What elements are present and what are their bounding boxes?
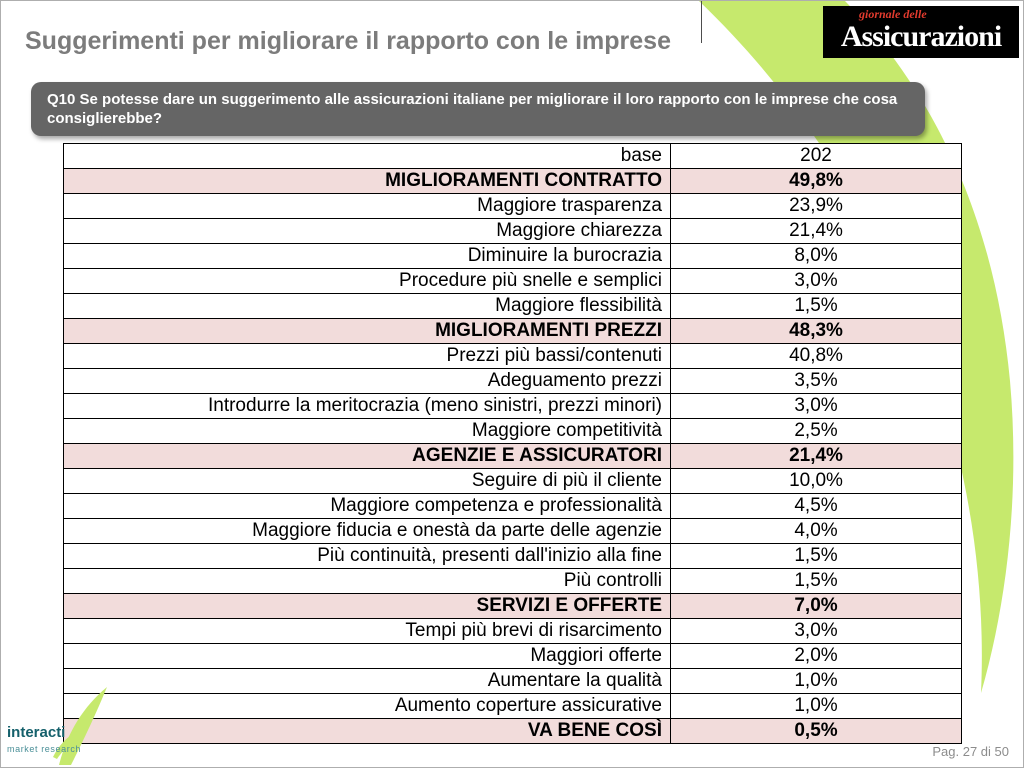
item-row: Maggiore flessibilità 1,5% (63, 293, 962, 319)
row-value: 21,4% (670, 443, 962, 469)
row-label: Procedure più snelle e semplici (63, 268, 671, 294)
row-label: Aumento coperture assicurative (63, 693, 671, 719)
row-value: 1,5% (670, 293, 962, 319)
item-row: Maggiore fiducia e onestà da parte delle… (63, 518, 962, 544)
row-value: 3,0% (670, 393, 962, 419)
item-row: Tempi più brevi di risarcimento 3,0% (63, 618, 962, 644)
item-row: Maggiore competenza e professionalità 4,5… (63, 493, 962, 519)
item-row: Procedure più snelle e semplici 3,0% (63, 268, 962, 294)
row-label: Maggiore flessibilità (63, 293, 671, 319)
row-value: 8,0% (670, 243, 962, 269)
row-label: MIGLIORAMENTI CONTRATTO (63, 168, 671, 194)
divider-line (701, 1, 702, 43)
item-row: Diminuire la burocrazia 8,0% (63, 243, 962, 269)
row-value: 3,0% (670, 268, 962, 294)
item-row: Aumentare la qualità 1,0% (63, 668, 962, 694)
question-text: Q10 Se potesse dare un suggerimento alle… (47, 91, 898, 127)
page-number: Pag. 27 di 50 (932, 744, 1009, 759)
logo-name: Assicurazioni (840, 20, 1002, 53)
slide-title: Suggerimenti per migliorare il rapporto … (25, 27, 671, 55)
row-value: 1,5% (670, 568, 962, 594)
category-row: MIGLIORAMENTI CONTRATTO 49,8% (63, 168, 962, 194)
row-value: 40,8% (670, 343, 962, 369)
item-row: Introdurre la meritocrazia (meno sinistr… (63, 393, 962, 419)
assicurazioni-logo: giornale delle Assicurazioni (823, 6, 1019, 58)
item-row: Prezzi più bassi/contenuti 40,8% (63, 343, 962, 369)
row-value: 10,0% (670, 468, 962, 494)
base-value: 202 (670, 143, 962, 169)
row-label: MIGLIORAMENTI PREZZI (63, 318, 671, 344)
row-label: Maggiore fiducia e onestà da parte delle… (63, 518, 671, 544)
row-value: 2,0% (670, 643, 962, 669)
category-row: SERVIZI E OFFERTE 7,0% (63, 593, 962, 619)
row-value: 0,5% (670, 718, 962, 744)
row-label: Introdurre la meritocrazia (meno sinistr… (63, 393, 671, 419)
category-row: MIGLIORAMENTI PREZZI 48,3% (63, 318, 962, 344)
row-value: 49,8% (670, 168, 962, 194)
row-label: Diminuire la burocrazia (63, 243, 671, 269)
row-label: Maggiori offerte (63, 643, 671, 669)
row-label: Maggiore trasparenza (63, 193, 671, 219)
logo-tagline: giornale delle (859, 7, 927, 21)
row-label: AGENZIE E ASSICURATORI (63, 443, 671, 469)
item-row: Maggiore trasparenza 23,9% (63, 193, 962, 219)
row-label: Tempi più brevi di risarcimento (63, 618, 671, 644)
row-value: 1,0% (670, 693, 962, 719)
row-label: Maggiore competenza e professionalità (63, 493, 671, 519)
item-row: Più continuità, presenti dall'inizio all… (63, 543, 962, 569)
interactive-logo: interacti market research (1, 683, 141, 767)
interactive-logo-subtitle: market research (7, 744, 82, 754)
item-row: Adeguamento prezzi 3,5% (63, 368, 962, 394)
row-label: Più controlli (63, 568, 671, 594)
item-row: Più controlli 1,5% (63, 568, 962, 594)
row-label: Aumentare la qualità (63, 668, 671, 694)
base-label: base (63, 143, 671, 169)
item-row: Aumento coperture assicurative 1,0% (63, 693, 962, 719)
row-label: Maggiore chiarezza (63, 218, 671, 244)
row-label: Prezzi più bassi/contenuti (63, 343, 671, 369)
row-label: Più continuità, presenti dall'inizio all… (63, 543, 671, 569)
interactive-logo-name: interacti (7, 724, 66, 741)
row-label: SERVIZI E OFFERTE (63, 593, 671, 619)
question-box: Q10 Se potesse dare un suggerimento alle… (31, 82, 925, 136)
category-row: VA BENE COSÌ 0,5% (63, 718, 962, 744)
item-row: Maggiore competitività 2,5% (63, 418, 962, 444)
category-row: AGENZIE E ASSICURATORI 21,4% (63, 443, 962, 469)
row-value: 4,5% (670, 493, 962, 519)
row-value: 1,5% (670, 543, 962, 569)
row-value: 4,0% (670, 518, 962, 544)
row-value: 2,5% (670, 418, 962, 444)
row-value: 1,0% (670, 668, 962, 694)
interactive-logo-swoosh (53, 687, 107, 765)
row-label: VA BENE COSÌ (63, 718, 671, 744)
item-row: Seguire di più il cliente 10,0% (63, 468, 962, 494)
row-value: 48,3% (670, 318, 962, 344)
row-value: 3,0% (670, 618, 962, 644)
row-value: 3,5% (670, 368, 962, 394)
results-table: base 202 MIGLIORAMENTI CONTRATTO 49,8% Mag… (63, 143, 962, 744)
base-row: base 202 (63, 143, 962, 169)
row-value: 7,0% (670, 593, 962, 619)
row-value: 23,9% (670, 193, 962, 219)
row-label: Adeguamento prezzi (63, 368, 671, 394)
row-label: Maggiore competitività (63, 418, 671, 444)
item-row: Maggiore chiarezza 21,4% (63, 218, 962, 244)
item-row: Maggiori offerte 2,0% (63, 643, 962, 669)
row-value: 21,4% (670, 218, 962, 244)
row-label: Seguire di più il cliente (63, 468, 671, 494)
